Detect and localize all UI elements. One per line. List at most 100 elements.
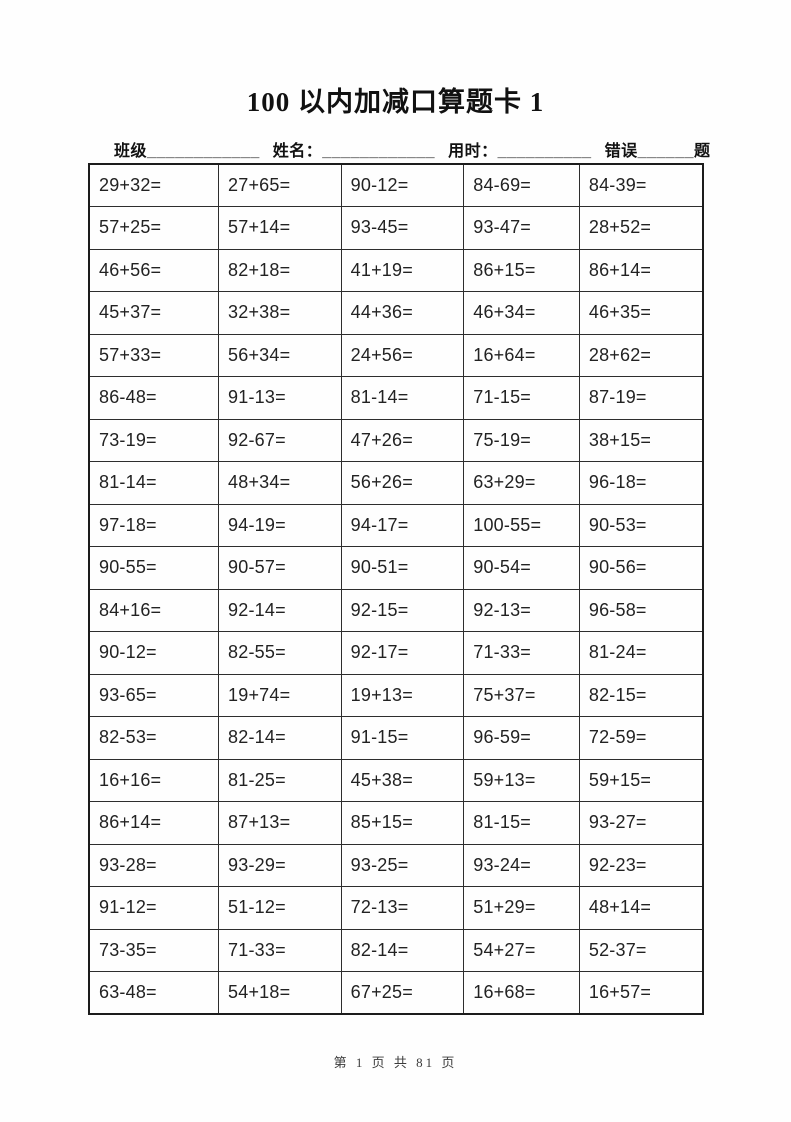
- problem-cell: 51-12=: [218, 886, 342, 930]
- problem-row: 93-28= 93-29= 93-25= 93-24= 92-23=: [88, 843, 704, 887]
- problem-cell: 81-24=: [578, 631, 704, 675]
- time-blank-field: 用时：__________: [448, 143, 592, 160]
- problem-cell: 57+14=: [218, 206, 342, 250]
- worksheet-title: 100 以内加减口算题卡 1: [246, 87, 545, 117]
- problem-cell: 82+18=: [218, 248, 342, 292]
- name-blank-field: 姓名：____________: [272, 143, 436, 160]
- problem-cell: 54+18=: [218, 971, 342, 1015]
- problem-cell: 94-17=: [340, 503, 465, 547]
- problem-row: 63-48= 54+18= 67+25= 16+68= 16+57=: [88, 971, 704, 1015]
- problem-cell: 16+57=: [578, 971, 704, 1015]
- problem-cell: 84-69=: [463, 163, 580, 207]
- class-blank-field: 班级____________: [114, 143, 260, 160]
- problem-cell: 59+15=: [578, 758, 704, 802]
- problem-cell: 96-18=: [578, 461, 704, 505]
- problem-cell: 44+36=: [340, 291, 465, 335]
- problem-cell: 63-48=: [88, 971, 220, 1015]
- problem-cell: 73-19=: [88, 418, 220, 462]
- problem-cell: 59+13=: [463, 758, 580, 802]
- problem-cell: 93-27=: [578, 801, 704, 845]
- problem-cell: 63+29=: [463, 461, 580, 505]
- problem-cell: 19+74=: [218, 673, 342, 717]
- problem-cell: 91-12=: [88, 886, 220, 930]
- problem-cell: 93-25=: [340, 843, 465, 887]
- problem-cell: 46+34=: [463, 291, 580, 335]
- problem-cell: 45+37=: [88, 291, 220, 335]
- problem-row: 73-19= 92-67= 47+26= 75-19= 38+15=: [88, 418, 704, 462]
- errors-blank-field: 错误______题: [604, 143, 711, 160]
- problem-cell: 19+13=: [340, 673, 465, 717]
- problem-cell: 92-67=: [218, 418, 342, 462]
- problem-row: 86-48= 91-13= 81-14= 71-15= 87-19=: [88, 376, 704, 420]
- problem-cell: 45+38=: [340, 758, 465, 802]
- problem-cell: 90-53=: [578, 503, 704, 547]
- problem-cell: 38+15=: [578, 418, 704, 462]
- problem-cell: 93-29=: [218, 843, 342, 887]
- problem-cell: 82-14=: [340, 928, 465, 972]
- problem-cell: 93-47=: [463, 206, 580, 250]
- student-info-line: 班级____________ 姓名：____________ 用时：______…: [88, 137, 710, 161]
- problem-cell: 90-51=: [340, 546, 465, 590]
- problem-row: 86+14= 87+13= 85+15= 81-15= 93-27=: [88, 801, 704, 845]
- problem-cell: 96-59=: [463, 716, 580, 760]
- problem-cell: 94-19=: [218, 503, 342, 547]
- problem-cell: 93-24=: [463, 843, 580, 887]
- problem-row: 82-53= 82-14= 91-15= 96-59= 72-59=: [88, 716, 704, 760]
- problem-cell: 85+15=: [340, 801, 465, 845]
- problem-cell: 75+37=: [463, 673, 580, 717]
- problem-cell: 81-14=: [88, 461, 220, 505]
- problem-cell: 86-48=: [88, 376, 220, 420]
- problem-row: 16+16= 81-25= 45+38= 59+13= 59+15=: [88, 758, 704, 802]
- problem-cell: 100-55=: [463, 503, 580, 547]
- problem-cell: 16+68=: [463, 971, 580, 1015]
- problem-row: 81-14= 48+34= 56+26= 63+29= 96-18=: [88, 461, 704, 505]
- problem-cell: 82-53=: [88, 716, 220, 760]
- problem-cell: 75-19=: [463, 418, 580, 462]
- problem-cell: 92-15=: [340, 588, 465, 632]
- problem-cell: 67+25=: [340, 971, 465, 1015]
- problem-cell: 72-59=: [578, 716, 704, 760]
- problem-cell: 28+52=: [578, 206, 704, 250]
- problem-row: 91-12= 51-12= 72-13= 51+29= 48+14=: [88, 886, 704, 930]
- problem-cell: 16+64=: [463, 333, 580, 377]
- problem-cell: 81-25=: [218, 758, 342, 802]
- problem-cell: 96-58=: [578, 588, 704, 632]
- problem-cell: 29+32=: [88, 163, 220, 207]
- problem-cell: 81-14=: [340, 376, 465, 420]
- problem-cell: 93-28=: [88, 843, 220, 887]
- problem-cell: 46+56=: [88, 248, 220, 292]
- problem-cell: 82-15=: [578, 673, 704, 717]
- problem-cell: 48+14=: [578, 886, 704, 930]
- problem-cell: 86+14=: [88, 801, 220, 845]
- problem-cell: 92-13=: [463, 588, 580, 632]
- problem-cell: 92-17=: [340, 631, 465, 675]
- problem-cell: 86+14=: [578, 248, 704, 292]
- problem-row: 46+56= 82+18= 41+19= 86+15= 86+14=: [88, 248, 704, 292]
- problem-cell: 73-35=: [88, 928, 220, 972]
- problem-row: 45+37= 32+38= 44+36= 46+34= 46+35=: [88, 291, 704, 335]
- problem-cell: 87+13=: [218, 801, 342, 845]
- problem-cell: 87-19=: [578, 376, 704, 420]
- problem-cell: 92-23=: [578, 843, 704, 887]
- problem-cell: 90-12=: [88, 631, 220, 675]
- problem-row: 97-18= 94-19= 94-17= 100-55= 90-53=: [88, 503, 704, 547]
- problem-cell: 52-37=: [578, 928, 704, 972]
- problem-cell: 71-15=: [463, 376, 580, 420]
- problem-row: 90-55= 90-57= 90-51= 90-54= 90-56=: [88, 546, 704, 590]
- page-number-footer: 第 1 页 共 81 页: [333, 1055, 458, 1070]
- problem-cell: 93-65=: [88, 673, 220, 717]
- problem-row: 93-65= 19+74= 19+13= 75+37= 82-15=: [88, 673, 704, 717]
- problem-cell: 82-55=: [218, 631, 342, 675]
- problem-cell: 90-56=: [578, 546, 704, 590]
- problem-cell: 90-55=: [88, 546, 220, 590]
- problem-cell: 32+38=: [218, 291, 342, 335]
- problem-cell: 84+16=: [88, 588, 220, 632]
- problem-cell: 90-12=: [340, 163, 465, 207]
- problem-cell: 90-57=: [218, 546, 342, 590]
- problem-cell: 86+15=: [463, 248, 580, 292]
- problem-cell: 71-33=: [218, 928, 342, 972]
- problem-row: 73-35= 71-33= 82-14= 54+27= 52-37=: [88, 928, 704, 972]
- problem-cell: 92-14=: [218, 588, 342, 632]
- problem-cell: 91-15=: [340, 716, 465, 760]
